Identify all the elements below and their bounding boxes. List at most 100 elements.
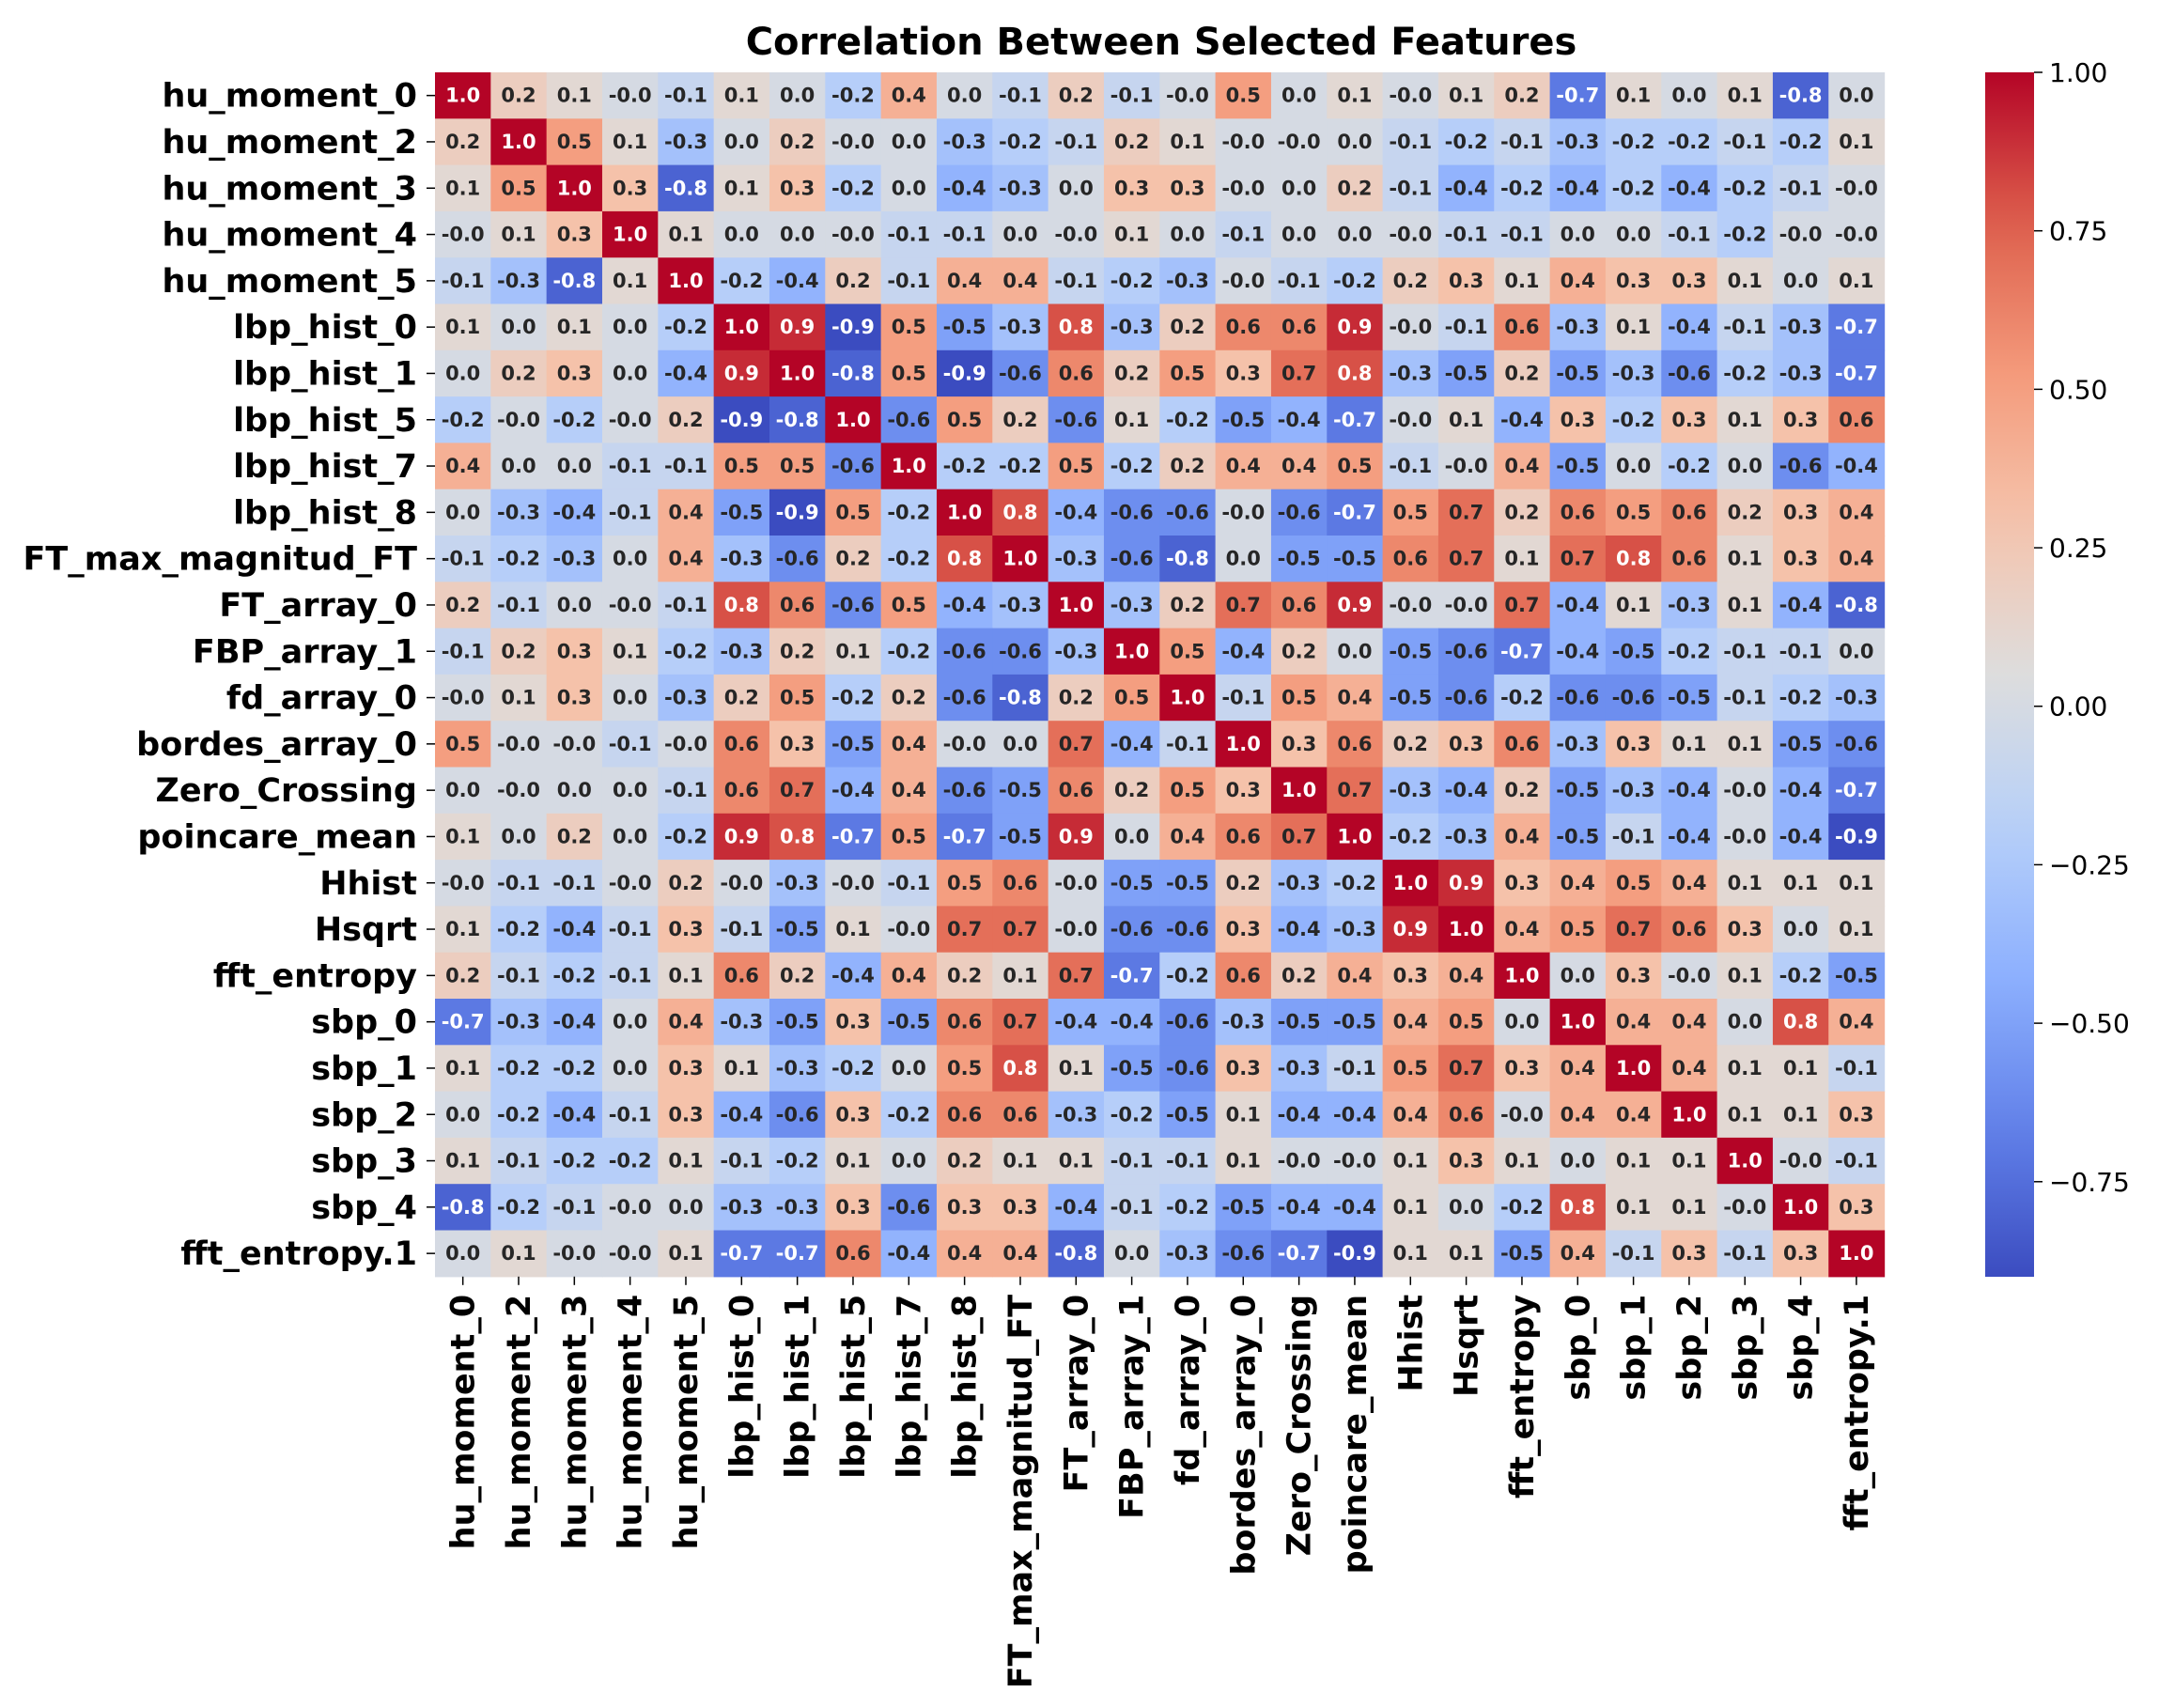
- heatmap-cell: [1772, 489, 1829, 536]
- cell-value-label: 0.0: [1281, 224, 1316, 246]
- cell-value-label: 0.4: [445, 455, 480, 477]
- cell-value-label: -0.4: [1278, 918, 1321, 940]
- heatmap-cell: [1215, 210, 1272, 258]
- heatmap-cell: [769, 164, 826, 212]
- heatmap-cell: [1382, 999, 1439, 1046]
- heatmap-cell: [1270, 721, 1328, 769]
- cell-value-label: 0.5: [947, 1057, 982, 1079]
- cell-value-label: 0.3: [1783, 409, 1818, 431]
- cell-value-label: 0.1: [668, 1150, 703, 1172]
- cell-value-label: -0.3: [1054, 640, 1097, 662]
- heatmap-cell: [1215, 906, 1272, 954]
- heatmap-cell: [490, 118, 548, 166]
- heatmap-cell: [1716, 210, 1774, 258]
- heatmap-cell: [713, 1045, 770, 1093]
- heatmap-cell: [546, 1184, 603, 1232]
- heatmap-cell: [1103, 349, 1160, 397]
- cell-value-label: -0.6: [999, 362, 1042, 384]
- heatmap-cell: [1048, 952, 1105, 1000]
- heatmap-cell: [1661, 906, 1718, 954]
- cell-value-label: -0.2: [552, 964, 596, 986]
- cell-value-label: 0.6: [1059, 779, 1094, 801]
- cell-value-label: -0.4: [552, 1011, 596, 1033]
- cell-value-label: -0.2: [1111, 1103, 1154, 1126]
- cell-value-label: -0.2: [1668, 131, 1711, 153]
- cell-value-label: -0.3: [552, 548, 596, 570]
- heatmap-cell: [880, 536, 938, 582]
- cell-value-label: -0.2: [999, 131, 1042, 153]
- cell-value-label: -0.4: [831, 964, 875, 986]
- cell-value-label: 0.0: [1561, 964, 1595, 986]
- cell-value-label: 0.6: [1002, 872, 1037, 894]
- cell-value-label: -0.0: [442, 872, 485, 894]
- cell-value-label: 0.4: [1002, 1242, 1037, 1265]
- cell-value-label: 0.1: [1783, 1103, 1818, 1126]
- cell-value-label: -0.3: [1556, 316, 1599, 338]
- heatmap-cell: [1159, 1045, 1217, 1093]
- cell-value-label: -0.5: [1221, 1196, 1265, 1219]
- heatmap-cell: [1494, 721, 1551, 769]
- heatmap-cell: [1270, 349, 1328, 397]
- heatmap-cell: [546, 303, 603, 351]
- heatmap-cell: [1048, 164, 1105, 212]
- cell-value-label: 0.0: [1281, 177, 1316, 199]
- heatmap-cell: [880, 72, 938, 119]
- heatmap-cell: [1103, 767, 1160, 815]
- cell-value-label: -0.2: [1612, 131, 1655, 153]
- heatmap-cell: [1382, 443, 1439, 490]
- heatmap-cell: [769, 860, 826, 907]
- heatmap-cell: [601, 1137, 659, 1185]
- heatmap-cell: [1494, 1184, 1551, 1232]
- cell-value-label: 0.5: [1449, 1011, 1483, 1033]
- cell-value-label: 0.1: [1059, 1150, 1094, 1172]
- heatmap-cell: [1103, 628, 1160, 675]
- cell-value-label: -0.5: [776, 918, 819, 940]
- heatmap-cell: [546, 489, 603, 536]
- cell-value-label: -0.3: [1835, 687, 1878, 709]
- cell-value-label: -0.2: [831, 1057, 875, 1079]
- cell-value-label: 0.0: [1783, 270, 1818, 292]
- cell-value-label: -0.4: [1333, 1196, 1376, 1219]
- heatmap-cell: [1103, 210, 1160, 258]
- heatmap-cell: [1159, 349, 1217, 397]
- heatmap-cell: [1605, 1184, 1662, 1232]
- cell-value-label: 0.7: [1059, 733, 1094, 755]
- heatmap-cell: [1327, 118, 1384, 166]
- cell-value-label: -0.0: [831, 131, 875, 153]
- heatmap-cell: [713, 674, 770, 722]
- heatmap-cell: [1549, 860, 1607, 907]
- heatmap-cell: [546, 536, 603, 582]
- cell-value-label: 1.0: [724, 316, 759, 338]
- heatmap-cells: 1.0 0.2 0.1 -0.0 -0.1 0.1 0.0 -0.2 0.4 0.0 -0.1 0.2…: [435, 72, 1886, 1278]
- heatmap-cell: [1215, 999, 1272, 1046]
- cell-value-label: 0.0: [724, 131, 759, 153]
- cell-value-label: -0.5: [1500, 1242, 1544, 1265]
- heatmap-cell: [435, 536, 491, 582]
- heatmap-cell: [658, 396, 715, 443]
- cell-value-label: 0.1: [1616, 316, 1651, 338]
- x-tick-label: lbp_hist_8: [947, 1295, 985, 1479]
- cell-value-label: -0.5: [999, 779, 1042, 801]
- heatmap-cell: [769, 443, 826, 490]
- heatmap-cell: [1661, 72, 1718, 119]
- cell-value-label: 0.4: [1170, 825, 1204, 847]
- heatmap-cell: [1327, 164, 1384, 212]
- x-tick-label: hu_moment_5: [668, 1295, 706, 1550]
- heatmap-cell: [1605, 1137, 1662, 1185]
- cell-value-label: 0.0: [1561, 224, 1595, 246]
- heatmap-cell: [936, 1137, 993, 1185]
- heatmap-cell: [1048, 1230, 1105, 1278]
- heatmap-cell: [769, 1045, 826, 1093]
- cell-value-label: 0.1: [1839, 918, 1873, 940]
- cell-value-label: 0.1: [835, 918, 870, 940]
- cell-value-label: 0.9: [1337, 594, 1372, 616]
- cell-value-label: 0.4: [1561, 872, 1595, 894]
- heatmap-cell: [490, 906, 548, 954]
- cell-value-label: -0.7: [776, 1242, 819, 1265]
- cell-value-label: -0.3: [1556, 131, 1599, 153]
- cell-value-label: -0.1: [609, 1103, 652, 1126]
- cell-value-label: 1.0: [445, 85, 480, 107]
- cell-value-label: 0.9: [1449, 872, 1483, 894]
- cell-value-label: -0.9: [943, 362, 986, 384]
- heatmap-cell: [1437, 721, 1495, 769]
